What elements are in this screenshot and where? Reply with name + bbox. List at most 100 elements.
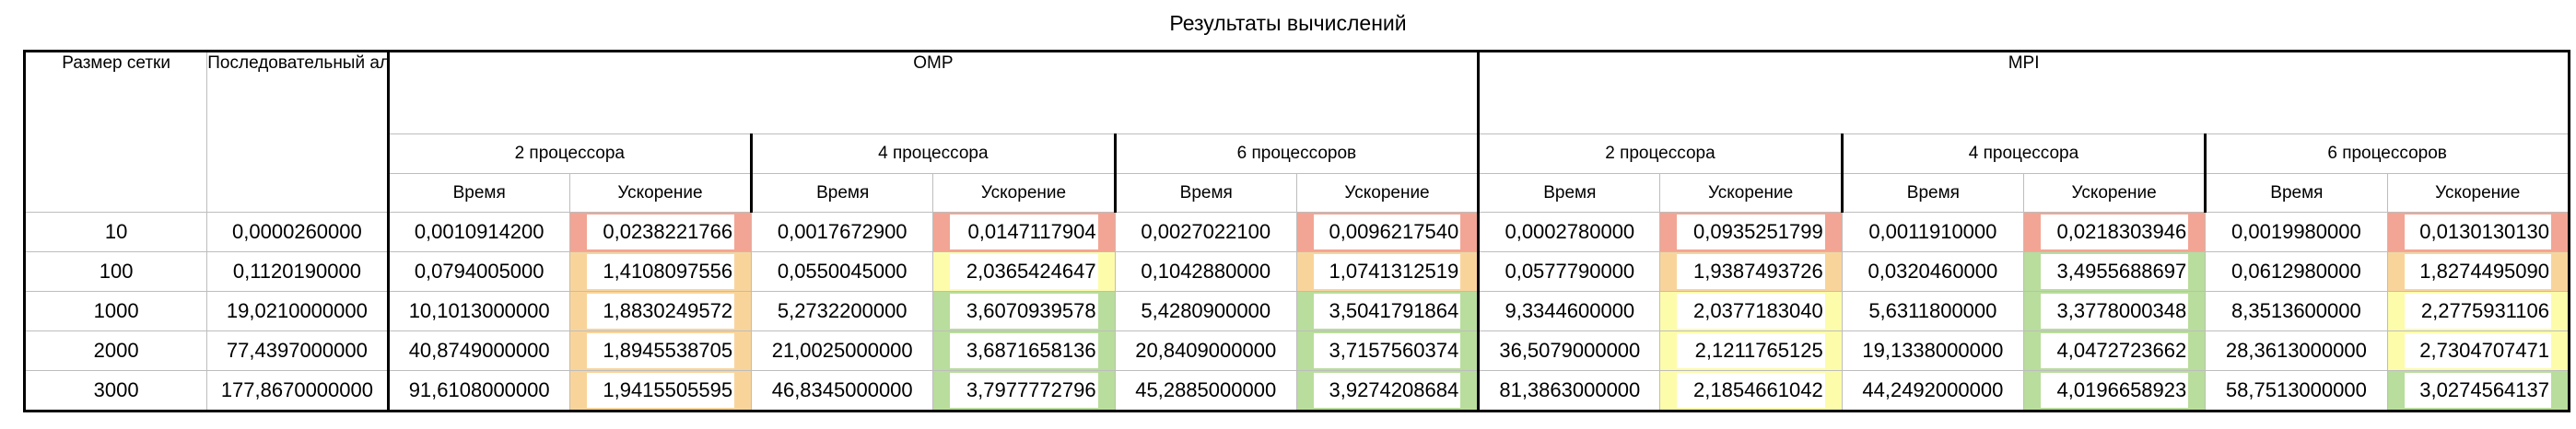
omp-time-cell: 91,6108000000 [386,370,570,412]
omp-speedup-cell: 3,7977772796 [932,370,1116,412]
mpi-speedup-cell: 4,0196658923 [2022,370,2207,412]
mpi-time-cell: 28,3613000000 [2205,330,2388,371]
omp-time-cell: 0,1042880000 [1114,251,1297,292]
speedup-value: 1,8945538705 [586,333,735,368]
omp-time-cell: 0,0010914200 [386,212,570,252]
speedup-value: 2,0365424647 [950,254,1098,289]
speedup-value: 0,0096217540 [1313,214,1461,249]
omp-time-cell: 0,0027022100 [1114,212,1297,252]
time-header: Время [750,173,934,213]
omp-6-processors-header: 6 процессоров [1113,133,1480,174]
omp-time-cell: 21,0025000000 [751,330,934,371]
mpi-speedup-cell: 1,8274495090 [2386,251,2570,292]
omp-speedup-cell: 0,0147117904 [932,212,1116,252]
grid-size-cell: 100 [23,251,208,292]
mpi-header: MPI [1477,51,2570,134]
speedup-value: 1,0741312519 [1313,254,1461,289]
mpi-time-cell: 19,1338000000 [1841,330,2024,371]
omp-speedup-cell: 2,0365424647 [932,251,1116,292]
mpi-speedup-cell: 0,0218303946 [2022,212,2207,252]
grid-size-header: Размер сетки [23,51,208,213]
omp-4-processors-header: 4 процессора [750,133,1116,174]
mpi-speedup-cell: 2,1211765125 [1659,330,1843,371]
sequential-time-cell: 0,1120190000 [206,251,389,292]
table-row: 1000 19,0210000000 10,1013000000 1,88302… [23,291,2570,331]
mpi-time-cell: 9,3344600000 [1477,291,1661,331]
speedup-header: Ускорение [2386,173,2570,213]
omp-speedup-cell: 3,6871658136 [932,330,1116,371]
speedup-value: 1,4108097556 [586,254,735,289]
speedup-value: 0,0130130130 [2404,214,2551,249]
omp-speedup-cell: 3,9274208684 [1295,370,1480,412]
omp-time-cell: 0,0550045000 [751,251,934,292]
time-header: Время [1477,173,1661,213]
speedup-value: 0,0238221766 [586,214,735,249]
header-row-processors: 2 процессора 4 процессора 6 процессоров … [25,133,2570,174]
header-row-main: Размер сетки Последовательный алгоритм (… [23,51,2570,213]
speedup-value: 0,0147117904 [950,214,1098,249]
omp-time-cell: 20,8409000000 [1114,330,1297,371]
omp-time-cell: 10,1013000000 [386,291,570,331]
mpi-6-processors-header: 6 процессоров [2204,133,2570,174]
header-row-metrics: Время Ускорение Время Ускорение Время Ус… [25,173,2570,213]
mpi-time-cell: 5,6311800000 [1841,291,2024,331]
table-row: 10 0,0000260000 0,0010914200 0,023822176… [23,212,2570,252]
speedup-value: 3,7977772796 [950,373,1098,408]
speedup-value: 3,6871658136 [950,333,1098,368]
speedup-value: 4,0472723662 [2040,333,2189,368]
speedup-header: Ускорение [1659,173,1843,213]
speedup-value: 1,8274495090 [2404,254,2551,289]
omp-speedup-cell: 3,7157560374 [1295,330,1480,371]
time-header: Время [1113,173,1297,213]
omp-time-cell: 0,0017672900 [751,212,934,252]
mpi-speedup-cell: 0,0935251799 [1659,212,1843,252]
omp-time-cell: 5,4280900000 [1114,291,1297,331]
mpi-speedup-cell: 2,2775931106 [2386,291,2570,331]
mpi-2-processors-header: 2 процессора [1477,133,1843,174]
mpi-speedup-cell: 3,3778000348 [2022,291,2207,331]
sequential-time-cell: 77,4397000000 [206,330,389,371]
results-body: 10 0,0000260000 0,0010914200 0,023822176… [23,212,2570,412]
speedup-value: 3,4955688697 [2040,254,2189,289]
speedup-value: 0,0935251799 [1677,214,1825,249]
omp-header: OMP [386,51,1480,134]
results-table: Размер сетки Последовательный алгоритм (… [23,50,2570,412]
speedup-header: Ускорение [932,173,1116,213]
speedup-value: 2,7304707471 [2404,333,2551,368]
mpi-time-cell: 0,0019980000 [2205,212,2388,252]
mpi-speedup-cell: 3,4955688697 [2022,251,2207,292]
omp-speedup-cell: 1,0741312519 [1295,251,1480,292]
grid-size-cell: 3000 [23,370,208,412]
omp-time-cell: 46,8345000000 [751,370,934,412]
speedup-header: Ускорение [1295,173,1480,213]
table-row: 2000 77,4397000000 40,8749000000 1,89455… [23,330,2570,371]
mpi-speedup-cell: 2,1854661042 [1659,370,1843,412]
sequential-header: Последовательный алгоритм (время, сек) [206,51,389,213]
grid-size-cell: 2000 [23,330,208,371]
mpi-speedup-cell: 3,0274564137 [2386,370,2570,412]
speedup-value: 2,1211765125 [1677,333,1825,368]
mpi-speedup-cell: 1,9387493726 [1659,251,1843,292]
speedup-value: 1,9415505595 [586,373,735,408]
mpi-time-cell: 44,2492000000 [1841,370,2024,412]
mpi-speedup-cell: 2,0377183040 [1659,291,1843,331]
grid-size-cell: 10 [23,212,208,252]
table-title: Результаты вычислений [1169,11,1407,35]
speedup-value: 1,8830249572 [586,294,735,329]
time-header: Время [2204,173,2388,213]
mpi-speedup-cell: 4,0472723662 [2022,330,2207,371]
speedup-value: 3,3778000348 [2040,294,2189,329]
grid-size-cell: 1000 [23,291,208,331]
sequential-time-cell: 177,8670000000 [206,370,389,412]
omp-time-cell: 45,2885000000 [1114,370,1297,412]
omp-speedup-cell: 1,9415505595 [568,370,753,412]
mpi-speedup-cell: 0,0130130130 [2386,212,2570,252]
speedup-value: 3,9274208684 [1313,373,1461,408]
sequential-time-cell: 19,0210000000 [206,291,389,331]
speedup-value: 2,1854661042 [1677,373,1825,408]
speedup-value: 2,2775931106 [2404,294,2551,329]
speedup-value: 3,0274564137 [2404,373,2551,408]
speedup-value: 1,9387493726 [1677,254,1825,289]
time-header: Время [1840,173,2024,213]
mpi-time-cell: 8,3513600000 [2205,291,2388,331]
